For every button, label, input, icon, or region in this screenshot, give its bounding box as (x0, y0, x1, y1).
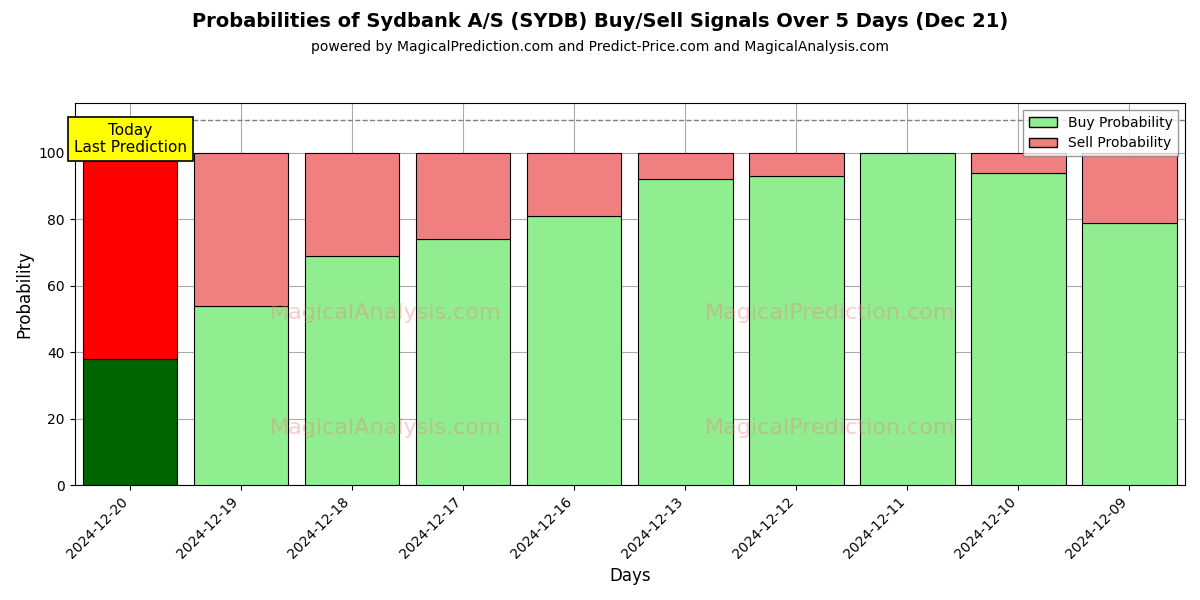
Text: MagicalPrediction.com: MagicalPrediction.com (704, 303, 955, 323)
Bar (527, 153, 622, 216)
Bar (527, 216, 622, 485)
Y-axis label: Probability: Probability (16, 250, 34, 338)
Bar (83, 359, 178, 485)
Bar (638, 153, 732, 179)
Bar (1082, 153, 1177, 223)
Bar (305, 256, 400, 485)
Text: MagicalAnalysis.com: MagicalAnalysis.com (270, 303, 502, 323)
Bar (83, 153, 178, 359)
Bar (416, 153, 510, 239)
Bar (749, 176, 844, 485)
Bar (194, 306, 288, 485)
Bar (749, 153, 844, 176)
Bar (638, 179, 732, 485)
Text: MagicalPrediction.com: MagicalPrediction.com (704, 418, 955, 438)
Bar (971, 173, 1066, 485)
Text: Today
Last Prediction: Today Last Prediction (73, 123, 187, 155)
Text: MagicalAnalysis.com: MagicalAnalysis.com (270, 418, 502, 438)
Bar (1082, 223, 1177, 485)
Text: Probabilities of Sydbank A/S (SYDB) Buy/Sell Signals Over 5 Days (Dec 21): Probabilities of Sydbank A/S (SYDB) Buy/… (192, 12, 1008, 31)
Legend: Buy Probability, Sell Probability: Buy Probability, Sell Probability (1024, 110, 1178, 156)
Bar (305, 153, 400, 256)
Bar (416, 239, 510, 485)
Bar (860, 153, 955, 485)
Text: powered by MagicalPrediction.com and Predict-Price.com and MagicalAnalysis.com: powered by MagicalPrediction.com and Pre… (311, 40, 889, 54)
Bar (194, 153, 288, 306)
X-axis label: Days: Days (610, 567, 650, 585)
Bar (971, 153, 1066, 173)
